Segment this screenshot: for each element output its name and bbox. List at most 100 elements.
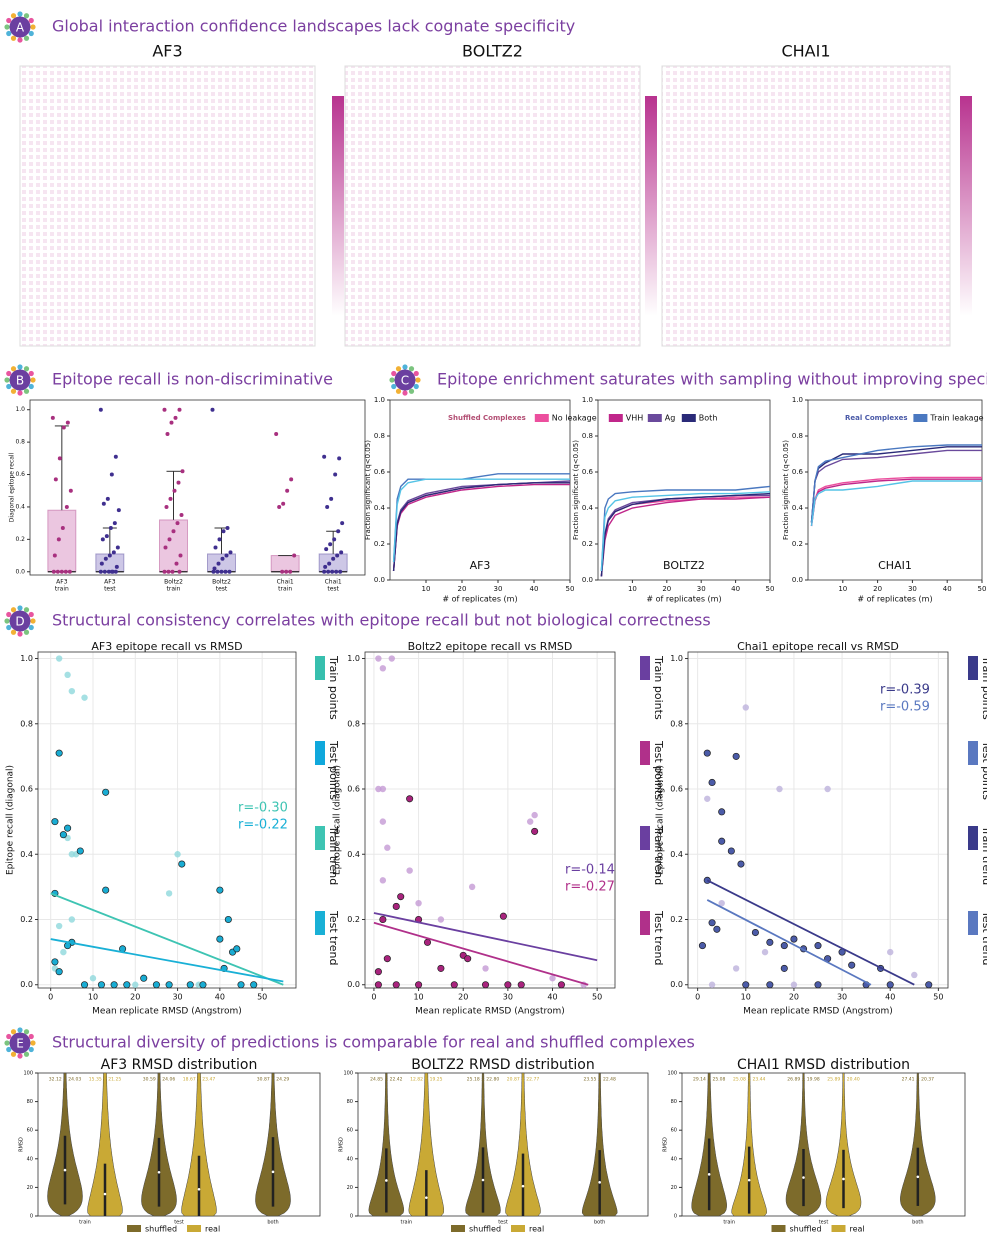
y-tick-label: 0.4 [20,850,33,859]
x-tick-label: 50 [766,585,775,593]
x-tick-label: train [79,1220,91,1226]
badge-ring [28,17,34,24]
value-label: 25.18 ± 22.80 [467,1077,500,1083]
train-point [379,665,387,672]
x-tick-label: test [327,586,339,593]
x-tick-label: train [55,586,69,593]
point [101,501,106,506]
legend-swatch [968,741,978,765]
x-tick-label: 10 [413,993,423,1002]
chart-title: CHAI1 [781,42,830,61]
r-label: r=-0.30 [238,801,288,816]
badge [9,16,31,38]
test-point [703,749,711,757]
point [331,556,336,561]
point [65,420,70,425]
panel-label: A [16,21,25,35]
point [337,456,342,461]
x-axis-label: # of replicates (m) [857,595,932,604]
point [325,504,330,509]
line [392,478,570,563]
x-tick-label: train [723,1220,735,1226]
y-axis-label: Epitope recall (diagonal) [333,765,343,875]
violin [900,1072,936,1217]
badge-ring [395,388,402,394]
value-label: 32.12 ± 24.03 [49,1077,82,1083]
test-point [383,955,391,963]
y-tick-label: 0 [30,1214,33,1220]
point [114,564,119,569]
y-axis-label: Diagonal epitope recall [9,452,16,522]
badge-ring [4,24,10,30]
y-tick-label: 1.0 [792,396,803,404]
value-label: 30.59 ± 24.06 [143,1077,176,1083]
chart-title: AF3 epitope recall vs RMSD [91,640,242,653]
plot-frame [681,1072,966,1217]
panel-label: B [16,374,24,388]
train-point [732,965,740,972]
legend-label: Train trend [652,825,665,885]
y-tick-label: 0.0 [670,980,683,989]
test-point [718,837,726,845]
point [98,569,103,574]
test-trend [706,899,872,986]
y-tick-label: 100 [667,1071,677,1077]
test-point [59,831,67,839]
x-tick-label: 40 [215,993,225,1002]
legend-label: VHH [626,414,644,423]
legend-swatch [640,911,650,935]
point [162,407,167,412]
legend-swatch [315,911,325,935]
train-point [375,785,382,793]
y-tick-label: 0.4 [347,850,360,859]
x-tick-label: Boltz2 [164,579,183,586]
test-point [814,942,822,950]
plot-frame [37,651,297,989]
point [333,472,338,477]
chart-title: CHAI1 [878,559,912,572]
y-tick-label: 20 [347,1185,353,1191]
x-tick-label: 20 [662,585,671,593]
plot-frame [597,399,771,581]
point [174,561,179,566]
test-trend [50,938,284,983]
violin [465,1072,501,1217]
point [335,553,340,558]
x-tick-label: 30 [494,585,503,593]
train-trend [50,892,284,986]
r-label: r=-0.59 [880,700,930,715]
y-axis-label: RMSD [19,1137,25,1152]
badge-ring [28,1046,34,1053]
point [168,496,173,501]
mean-dot [916,1175,920,1179]
point [171,529,176,534]
point [173,415,178,420]
x-tick-label: test [216,586,228,593]
y-tick-label: 0.8 [347,719,360,728]
badge [9,1032,31,1054]
train-point [468,883,476,891]
value-label: 12.82 ± 19.25 [410,1077,443,1083]
train-point [415,899,422,907]
test-point [250,981,258,989]
y-tick-label: 0.6 [374,468,386,476]
value-label: 26.89 ± 19.98 [787,1077,820,1083]
y-tick-label: 0.0 [582,576,593,584]
x-tick-label: 20 [458,993,468,1002]
badge-ring [4,377,10,383]
heatmap [344,65,641,347]
legend-label: Test trend [980,910,987,965]
violin [505,1072,541,1217]
line [600,492,771,577]
train-point [824,785,831,793]
x-tick-label: 10 [88,993,98,1002]
y-tick-label: 0.0 [20,980,33,989]
mean-dot [598,1181,601,1184]
test-point [216,935,224,943]
test-point [374,981,382,989]
chart-title: BOLTZ2 RMSD distribution [411,1057,594,1073]
badge-ring [10,13,17,19]
point [164,504,169,509]
x-tick-label: 10 [838,585,847,593]
